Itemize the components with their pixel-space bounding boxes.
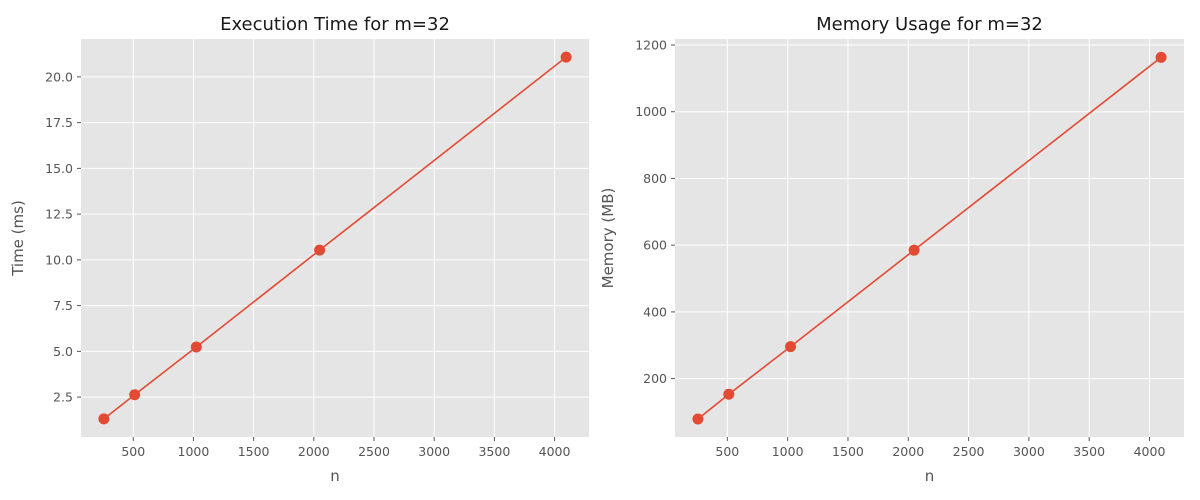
x-tick-label: 1500: [238, 444, 270, 459]
x-tick-label: 500: [715, 444, 739, 459]
y-tick-label: 20.0: [45, 69, 73, 84]
data-point: [190, 341, 202, 353]
x-tick-label: 4000: [1134, 444, 1166, 459]
data-point: [98, 413, 110, 425]
y-tick-label: 400: [643, 304, 667, 319]
execution-time-chart: 500 1000 1500 2000 2500 3000 3500 4000 2.5 5.0 7.5…: [9, 14, 589, 485]
x-tick-label: 2500: [953, 444, 985, 459]
y-tick-label: 800: [643, 171, 667, 186]
x-axis-label: n: [925, 467, 935, 485]
y-tick-label: 17.5: [45, 115, 73, 130]
y-tick-label: 7.5: [53, 298, 73, 313]
y-tick-label: 2.5: [53, 390, 73, 405]
data-point: [692, 413, 704, 425]
y-tick-label: 15.0: [45, 161, 73, 176]
y-tick-label: 5.0: [53, 344, 73, 359]
y-tick-label: 10.0: [45, 252, 73, 267]
y-tick-label: 1200: [635, 38, 667, 53]
x-tick-label: 3500: [1073, 444, 1105, 459]
data-point: [723, 388, 735, 400]
y-axis-label: Time (ms): [9, 200, 27, 277]
x-tick-label: 3000: [1013, 444, 1045, 459]
data-point: [1155, 51, 1167, 63]
x-tick-label: 2000: [892, 444, 924, 459]
x-tick-label: 2500: [358, 444, 390, 459]
x-tick-label: 3500: [478, 444, 510, 459]
x-tick-label: 500: [121, 444, 145, 459]
tick-labels: 500 1000 1500 2000 2500 3000 3500 4000 200 400 600…: [635, 38, 1165, 459]
data-point: [908, 244, 920, 256]
data-point: [560, 51, 572, 63]
gridlines: [81, 39, 589, 437]
data-point: [129, 389, 141, 401]
series-memory: [692, 51, 1167, 425]
tick-labels: 500 1000 1500 2000 2500 3000 3500 4000 2.5 5.0 7.5…: [45, 69, 570, 459]
y-tick-label: 1000: [635, 104, 667, 119]
memory-usage-chart: 500 1000 1500 2000 2500 3000 3500 4000 200 400 600…: [599, 14, 1184, 485]
y-axis-label: Memory (MB): [599, 188, 617, 289]
chart-title: Memory Usage for m=32: [816, 14, 1043, 35]
x-tick-label: 4000: [539, 444, 571, 459]
data-point: [785, 341, 797, 353]
x-tick-label: 1000: [772, 444, 804, 459]
gridlines: [675, 39, 1184, 437]
x-axis-label: n: [330, 467, 340, 485]
x-tick-label: 1500: [832, 444, 864, 459]
data-point: [314, 244, 326, 256]
x-tick-label: 1000: [178, 444, 210, 459]
y-tick-label: 200: [643, 371, 667, 386]
chart-title: Execution Time for m=32: [220, 14, 450, 35]
y-tick-label: 12.5: [45, 207, 73, 222]
y-tick-label: 600: [643, 238, 667, 253]
x-tick-label: 2000: [298, 444, 330, 459]
series-time: [98, 51, 572, 425]
x-tick-label: 3000: [418, 444, 450, 459]
